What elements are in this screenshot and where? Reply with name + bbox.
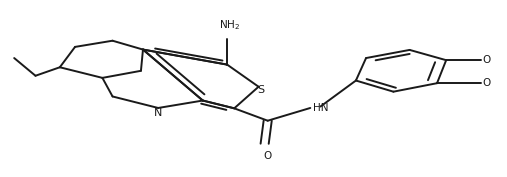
Text: N: N <box>154 108 162 118</box>
Text: HN: HN <box>313 103 329 113</box>
Text: S: S <box>257 85 264 95</box>
Text: O: O <box>264 151 272 161</box>
Text: O: O <box>483 78 491 88</box>
Text: NH$_2$: NH$_2$ <box>219 18 240 32</box>
Text: O: O <box>483 55 491 65</box>
